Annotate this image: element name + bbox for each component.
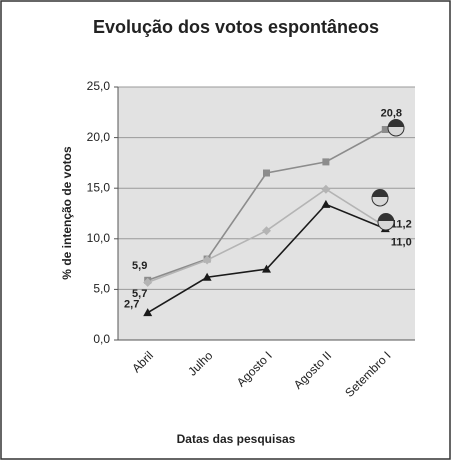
marker — [262, 226, 271, 236]
y-tick-label: 20,0 — [87, 130, 111, 144]
marker — [322, 158, 330, 166]
y-tick-label: 15,0 — [87, 180, 111, 194]
value-label: 2,7 — [124, 299, 139, 311]
marker — [321, 184, 331, 194]
y-tick-label: 0,0 — [93, 332, 110, 346]
y-tick-label: 5,0 — [93, 282, 110, 296]
value-label: 20,8 — [381, 107, 402, 119]
marker — [202, 255, 212, 265]
marker — [143, 277, 153, 287]
value-label: 11,0 — [391, 237, 412, 249]
plot-area — [118, 87, 415, 340]
face-hair — [378, 213, 394, 221]
value-label: 5,9 — [132, 260, 147, 272]
marker — [381, 126, 389, 134]
marker — [263, 169, 270, 177]
value-label: 5,7 — [132, 288, 147, 300]
marker — [262, 264, 271, 273]
marker — [321, 199, 331, 208]
y-tick-label: 25,0 — [87, 79, 111, 93]
x-axis-title: Datas das pesquisas — [177, 432, 296, 446]
y-tick-label: 10,0 — [87, 231, 111, 245]
marker — [143, 308, 153, 317]
face-hair — [372, 189, 388, 197]
marker — [202, 272, 212, 281]
chart-title: Evolução dos votos espontâneos — [93, 17, 379, 37]
value-label: 11,2 — [391, 219, 412, 231]
y-axis-title: % de intenção de votos — [60, 146, 74, 280]
face-hair — [388, 119, 404, 127]
